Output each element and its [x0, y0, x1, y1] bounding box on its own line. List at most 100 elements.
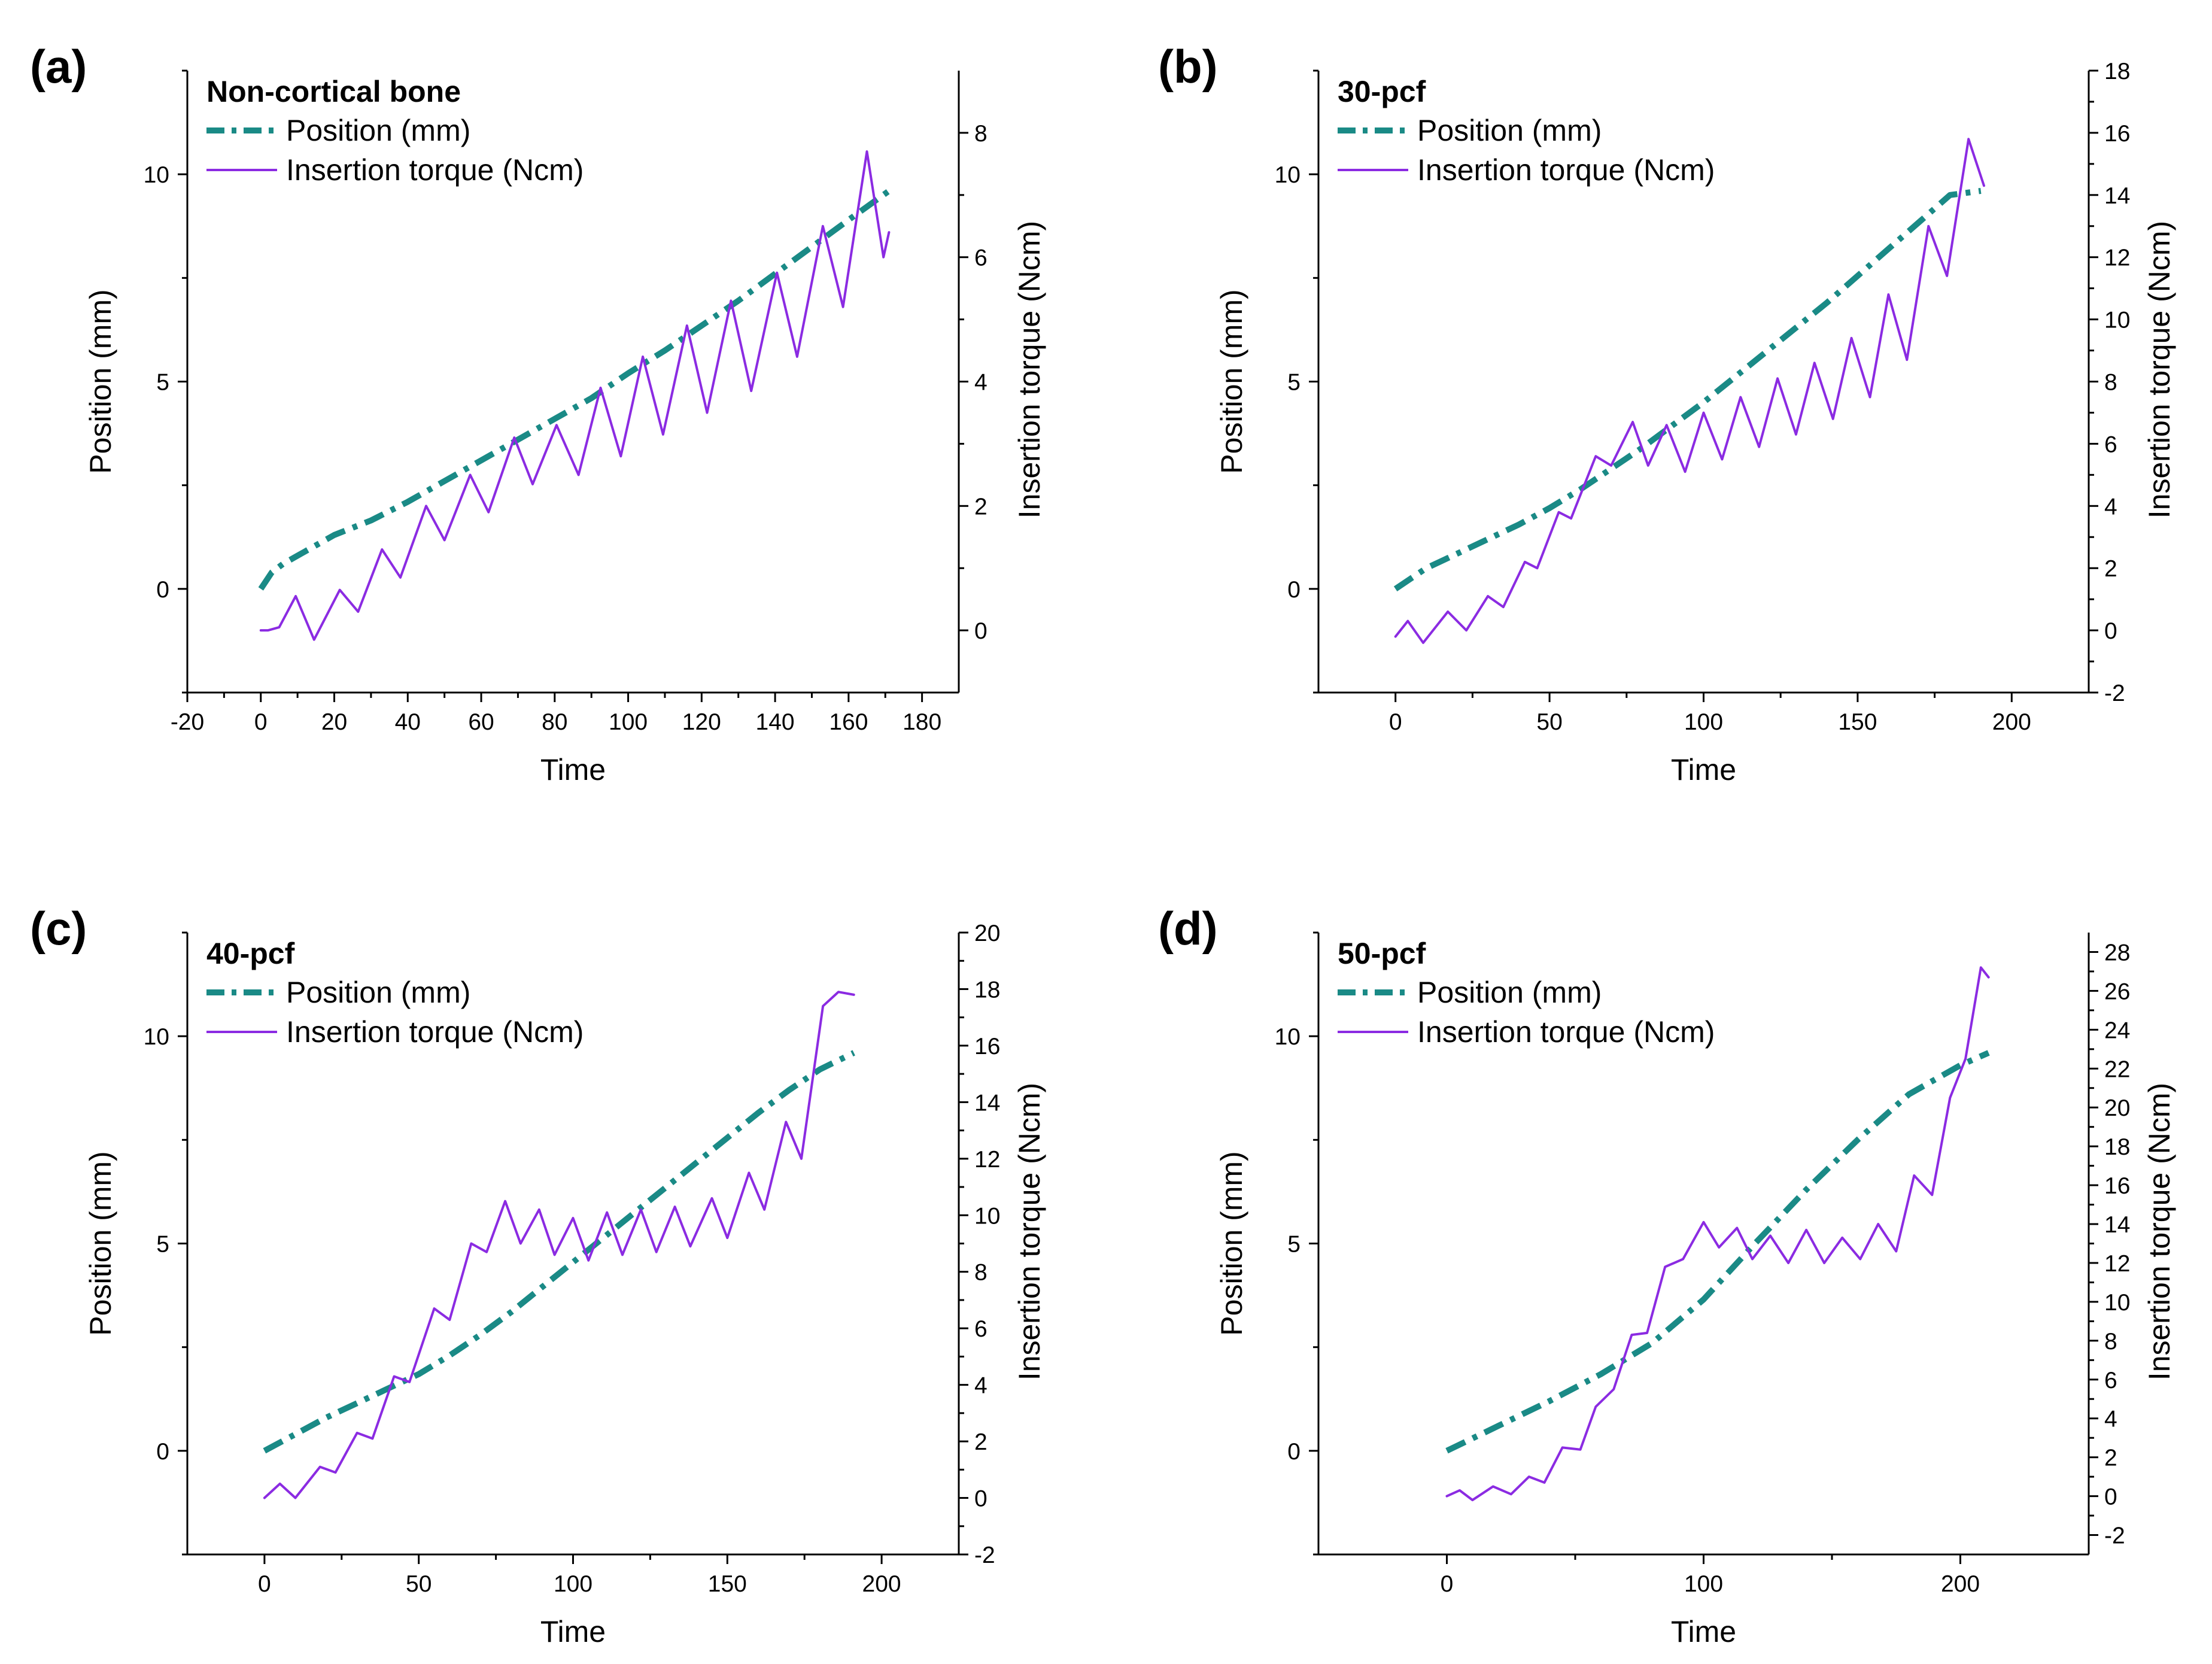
panel-c: (c) 0 50 100 150 200 0 5 10 -2 0 2 4 6 8 10 12 14 16 18 20 Ti… [30, 902, 1046, 1648]
legend-torque-label: Insertion torque (Ncm) [1417, 1015, 1715, 1049]
y-tick-label: 5 [1287, 370, 1301, 396]
y2-tick-label: 8 [2104, 1329, 2117, 1355]
panel-d: (d)0 100 2000510-2024681012141618202224262… [1158, 902, 2176, 1648]
y2-tick-label: 20 [974, 921, 1000, 946]
y-tick-label: 10 [1275, 162, 1301, 188]
x-tick-label: 50 [1536, 709, 1562, 735]
y2-tick-label: 2 [974, 494, 988, 520]
y-axis-title: Position (mm) [1215, 1151, 1248, 1335]
y-tick-label: 0 [1287, 1439, 1301, 1465]
y2-tick-label: 12 [2104, 1251, 2130, 1277]
x-tick-label: 200 [1941, 1571, 1980, 1597]
y2-tick-label: 18 [2104, 59, 2130, 84]
x-tick-label: 100 [1684, 1571, 1723, 1597]
y2-tick-label: 4 [974, 1373, 988, 1399]
y2-tick-label: 16 [2104, 121, 2130, 147]
x-tick-label: 0 [254, 709, 268, 735]
y2-tick-label: 2 [2104, 556, 2117, 582]
torque-series-line [1394, 138, 1985, 644]
y2-tick-label: 0 [2104, 618, 2117, 644]
y2-tick-label: 12 [2104, 245, 2130, 271]
x-tick-label: 80 [542, 709, 567, 735]
legend-torque-label: Insertion torque (Ncm) [1417, 153, 1715, 187]
x-tick-label: 180 [903, 709, 941, 735]
position-series-line [1393, 187, 1982, 591]
y-tick-label: 5 [156, 1232, 169, 1258]
legend-torque-label: Insertion torque (Ncm) [286, 153, 584, 187]
x-tick-label: 0 [258, 1571, 271, 1597]
y2-tick-label: 8 [2104, 370, 2117, 396]
x-tick-label: 200 [1992, 709, 2031, 735]
y2-axis-title: Insertion torque (Ncm) [1013, 221, 1046, 518]
x-tick-label: 200 [862, 1571, 901, 1597]
x-tick-label: 0 [1389, 709, 1402, 735]
y2-tick-label: 6 [974, 1316, 988, 1342]
x-tick-label: 20 [321, 709, 347, 735]
y2-tick-label: 14 [2104, 1212, 2130, 1238]
y-tick-label: 10 [144, 1024, 169, 1050]
torque-series-line [259, 150, 891, 641]
y-axis-title: Position (mm) [84, 1151, 117, 1335]
legend-position-label: Position (mm) [286, 976, 470, 1009]
y2-tick-label: 10 [2104, 1290, 2130, 1316]
y2-tick-label: 18 [974, 977, 1000, 1003]
x-tick-label: 60 [468, 709, 494, 735]
y2-tick-label: 10 [2104, 308, 2130, 333]
y2-tick-label: 6 [974, 245, 988, 271]
y2-tick-label: 14 [2104, 183, 2130, 209]
y2-axis-title: Insertion torque (Ncm) [2143, 221, 2176, 518]
x-tick-label: 50 [406, 1571, 432, 1597]
legend-position-label: Position (mm) [1417, 114, 1602, 147]
y2-tick-label: 2 [2104, 1446, 2117, 1471]
x-tick-label: 0 [1441, 1571, 1454, 1597]
legend-position-label: Position (mm) [1417, 976, 1602, 1009]
panel-label-b: (b) [1158, 40, 1218, 93]
legend-position-label: Position (mm) [286, 114, 470, 147]
x-tick-label: -20 [171, 709, 204, 735]
y2-tick-label: 14 [974, 1090, 1000, 1116]
panel-b: (b) 0 50 100 150 200 0 5 10 -2 0 2 4 6 8 10 12 14 16 18 Time… [1158, 40, 2176, 787]
x-axis-title: Time [1671, 1615, 1736, 1648]
x-tick-label: 150 [1838, 709, 1877, 735]
y2-tick-label: -2 [2104, 681, 2125, 706]
panel-a: (a)-20 0 20 40 60 80 100 120 140 160 180051002468T… [30, 40, 1046, 787]
panel-title: 40-pcf [206, 937, 295, 970]
y2-tick-label: 12 [974, 1147, 1000, 1173]
y2-tick-label: 2 [974, 1429, 988, 1455]
y2-tick-label: -2 [974, 1542, 995, 1568]
panel-title: 30-pcf [1338, 75, 1426, 108]
y2-tick-label: -2 [2104, 1523, 2125, 1549]
panel-label-a: (a) [30, 40, 87, 93]
y-tick-label: 0 [1287, 577, 1301, 603]
y2-tick-label: 0 [974, 1486, 988, 1512]
y-tick-label: 10 [1275, 1024, 1301, 1050]
y2-tick-label: 0 [974, 618, 988, 644]
y2-tick-label: 4 [974, 370, 988, 396]
position-series-line [1445, 1050, 1990, 1454]
legend-torque-label: Insertion torque (Ncm) [286, 1015, 584, 1049]
y2-axis-title: Insertion torque (Ncm) [2143, 1083, 2176, 1380]
torque-series-line [263, 991, 855, 1499]
y-tick-label: 5 [1287, 1232, 1301, 1258]
y2-tick-label: 6 [2104, 1368, 2117, 1393]
y2-tick-label: 8 [974, 121, 988, 147]
x-tick-label: 100 [554, 1571, 592, 1597]
x-tick-label: 150 [708, 1571, 747, 1597]
y-tick-label: 10 [144, 162, 169, 188]
y-tick-label: 0 [156, 577, 169, 603]
y2-tick-label: 0 [2104, 1484, 2117, 1510]
panel-title: 50-pcf [1338, 937, 1426, 970]
x-tick-label: 140 [756, 709, 795, 735]
y2-tick-label: 10 [974, 1203, 1000, 1229]
y2-tick-label: 6 [2104, 432, 2117, 457]
y2-tick-label: 4 [2104, 494, 2117, 520]
position-series-line [263, 1050, 855, 1454]
x-tick-label: 120 [682, 709, 721, 735]
y2-tick-label: 4 [2104, 1407, 2117, 1432]
y2-axis-title: Insertion torque (Ncm) [1013, 1083, 1046, 1380]
y2-tick-label: 18 [2104, 1134, 2130, 1160]
y-tick-label: 0 [156, 1439, 169, 1465]
y2-tick-label: 22 [2104, 1056, 2130, 1082]
y2-tick-label: 8 [974, 1260, 988, 1286]
